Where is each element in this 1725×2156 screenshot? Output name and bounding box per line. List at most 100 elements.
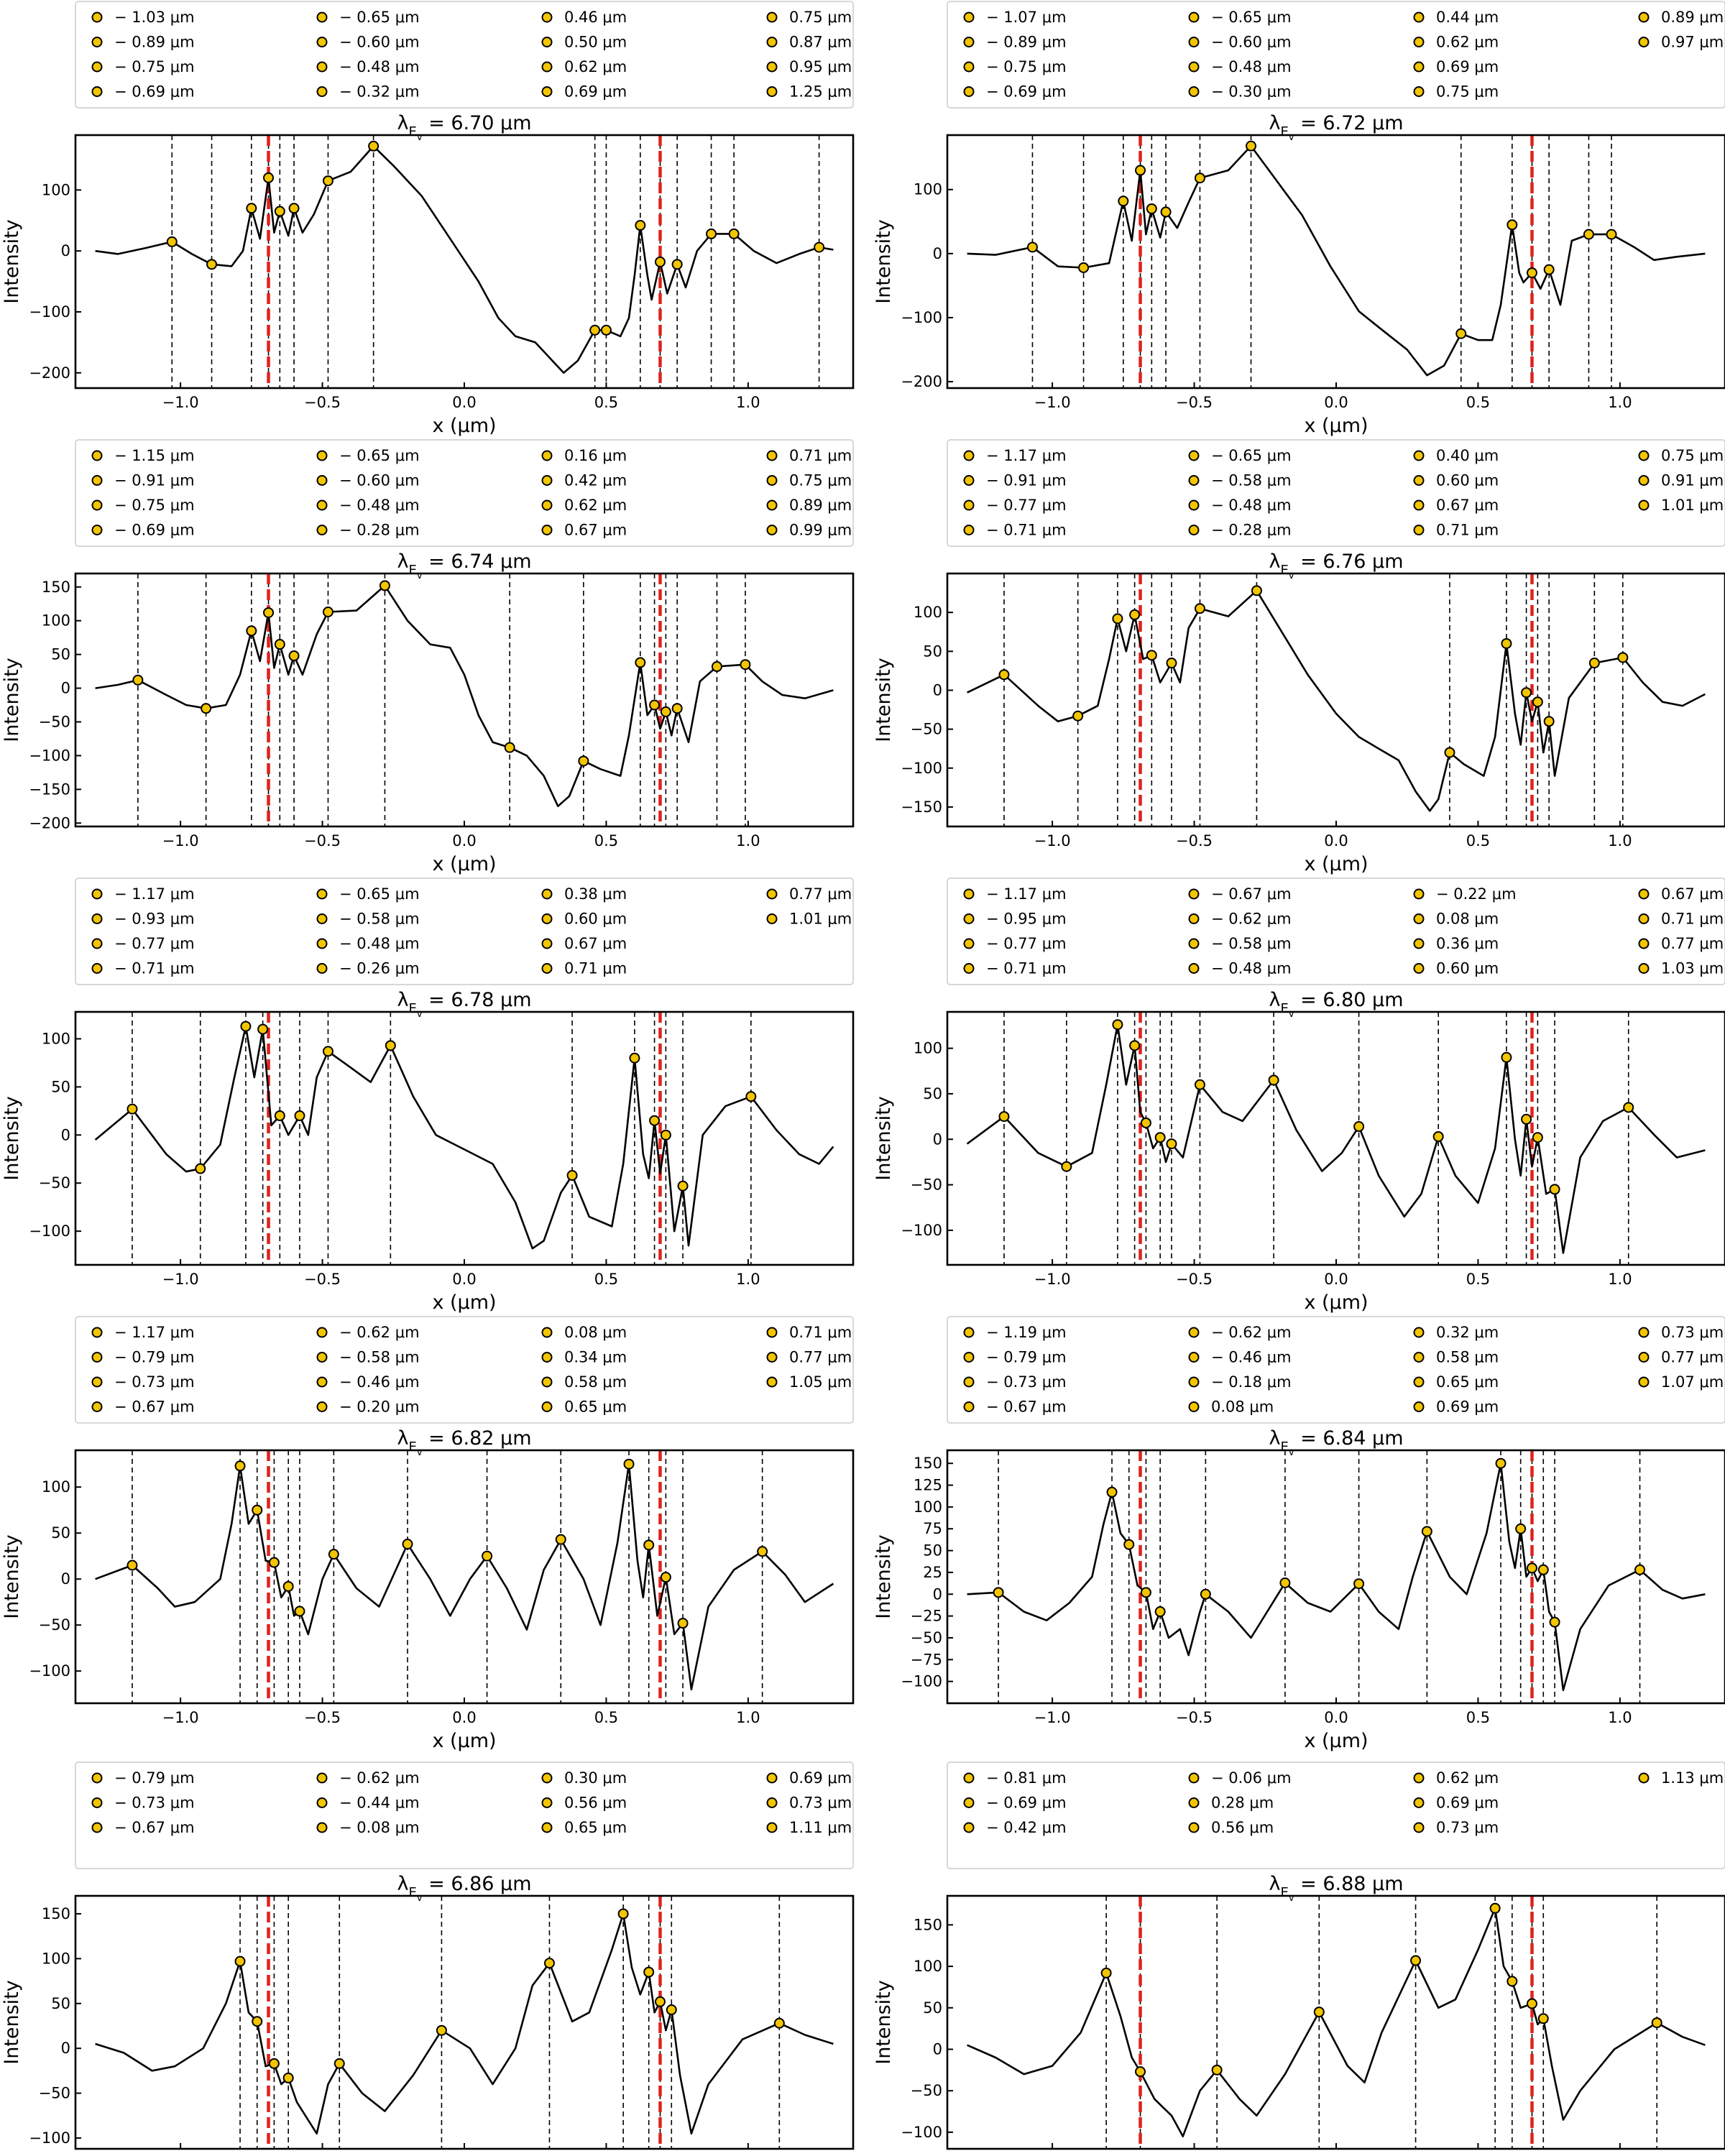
x-tick-label: 0.5 xyxy=(1466,1709,1490,1726)
subplot-title: λEv = 6.74 μm xyxy=(397,550,531,581)
peak-marker xyxy=(814,241,825,253)
legend-label: − 0.81 μm xyxy=(986,1769,1067,1787)
legend-marker xyxy=(91,86,103,97)
x-tick-label: 0.0 xyxy=(1324,1709,1348,1726)
legend-marker xyxy=(1188,1352,1200,1363)
legend-frame xyxy=(947,439,1725,547)
axes-frame xyxy=(74,1894,855,2150)
x-tick-label: 1.0 xyxy=(736,1271,760,1288)
x-tick-label: 0.5 xyxy=(594,832,618,849)
legend-label: 0.16 μm xyxy=(564,447,627,464)
title-wavelength: 6.76 xyxy=(1322,550,1366,573)
legend-marker xyxy=(1413,1772,1425,1784)
legend-marker xyxy=(541,1797,553,1808)
peak-marker xyxy=(1353,1578,1365,1590)
legend-label: 0.69 μm xyxy=(564,83,627,101)
peak-marker xyxy=(1521,1113,1532,1125)
legend-marker xyxy=(766,913,778,924)
legend-marker xyxy=(963,938,975,949)
peak-marker xyxy=(379,580,390,591)
peak-marker xyxy=(126,1103,138,1115)
title-subscript: E xyxy=(408,563,416,578)
title-eq: = xyxy=(423,1873,451,1895)
title-subscript: E xyxy=(408,1885,416,1900)
legend-label: 0.62 μm xyxy=(564,497,627,514)
legend-label: 0.89 μm xyxy=(1661,9,1724,26)
legend-marker xyxy=(316,37,328,47)
legend-marker xyxy=(963,1401,975,1412)
peak-marker xyxy=(1061,1161,1072,1172)
legend-marker xyxy=(541,1376,553,1388)
title-wavelength: 6.74 xyxy=(451,550,494,573)
legend-marker xyxy=(541,525,553,535)
legend-marker xyxy=(963,499,975,511)
peak-marker xyxy=(993,1587,1004,1598)
legend-label: − 0.89 μm xyxy=(986,34,1067,51)
peak-marker xyxy=(1129,1040,1141,1051)
legend-marker xyxy=(1638,1327,1650,1338)
title-space xyxy=(1366,989,1372,1011)
legend-label: − 0.91 μm xyxy=(986,472,1067,489)
legend-marker xyxy=(1188,499,1200,511)
legend-marker xyxy=(316,1376,328,1388)
legend-marker xyxy=(963,86,975,97)
legend-marker xyxy=(316,1822,328,1833)
y-tick-label: −50 xyxy=(39,1174,70,1192)
y-tick-label: −100 xyxy=(29,303,70,321)
y-tick-label: 50 xyxy=(923,642,942,660)
legend-label: 0.71 μm xyxy=(789,1324,852,1341)
legend-label: − 0.67 μm xyxy=(114,1399,195,1416)
title-eq: = xyxy=(1294,989,1323,1011)
legend-label: − 0.77 μm xyxy=(986,935,1067,952)
y-tick-label: −100 xyxy=(29,747,70,764)
title-subscript: E xyxy=(1280,124,1288,139)
y-tick-label: 150 xyxy=(914,1455,942,1472)
y-tick-label: 50 xyxy=(923,1542,942,1560)
title-space xyxy=(1366,112,1372,134)
peak-marker xyxy=(334,2058,345,2069)
axes-frame xyxy=(946,572,1725,828)
legend-marker xyxy=(766,37,778,47)
peak-marker xyxy=(1543,264,1555,275)
peak-marker xyxy=(623,1458,635,1470)
y-tick-label: −50 xyxy=(911,2082,942,2099)
peak-marker xyxy=(268,1557,280,1568)
legend: − 1.17 μm − 0.93 μm − 0.77 μm − 0.71 μm − 0.… xyxy=(75,877,854,985)
y-tick-label: 125 xyxy=(914,1477,942,1494)
intensity-curve xyxy=(967,1462,1706,1692)
x-tick-label: 0.5 xyxy=(594,1709,618,1726)
title-space xyxy=(1366,550,1372,573)
legend-marker xyxy=(1638,499,1650,511)
y-tick-label: 100 xyxy=(914,1040,942,1057)
peak-marker xyxy=(288,650,300,662)
title-unit: μm xyxy=(1372,989,1403,1011)
title-wavelength: 6.70 xyxy=(451,112,494,134)
legend-label: − 0.60 μm xyxy=(339,34,420,51)
legend-marker xyxy=(963,1772,975,1784)
peak-marker xyxy=(649,1115,661,1126)
peak-marker xyxy=(1501,1051,1512,1063)
title-eq: = xyxy=(1294,550,1323,573)
title-lambda: λ xyxy=(397,1427,408,1450)
legend-marker xyxy=(91,475,103,486)
legend-marker xyxy=(316,61,328,73)
legend-label: 0.58 μm xyxy=(564,1373,627,1391)
legend-marker xyxy=(963,1352,975,1363)
y-tick-label: −100 xyxy=(29,1662,70,1680)
peak-marker xyxy=(998,669,1010,681)
y-axis-label: Intensity xyxy=(873,658,895,742)
peak-marker xyxy=(1521,687,1532,699)
title-space xyxy=(1366,1873,1372,1895)
y-axis-label: Intensity xyxy=(873,1096,895,1181)
legend-label: − 0.58 μm xyxy=(1211,935,1292,952)
y-tick-label: 0 xyxy=(61,1126,70,1143)
axes-frame xyxy=(74,1449,855,1705)
peak-marker xyxy=(1154,1132,1166,1143)
legend: − 1.17 μm − 0.91 μm − 0.77 μm − 0.71 μm − 0.… xyxy=(947,439,1725,547)
legend-label: 0.73 μm xyxy=(789,1795,852,1812)
y-tick-label: 100 xyxy=(42,612,70,630)
title-lambda: λ xyxy=(1269,989,1280,1011)
subplot-title: λEv = 6.88 μm xyxy=(1269,1873,1403,1904)
legend-label: − 0.71 μm xyxy=(986,960,1067,977)
legend-label: 0.77 μm xyxy=(789,885,852,903)
